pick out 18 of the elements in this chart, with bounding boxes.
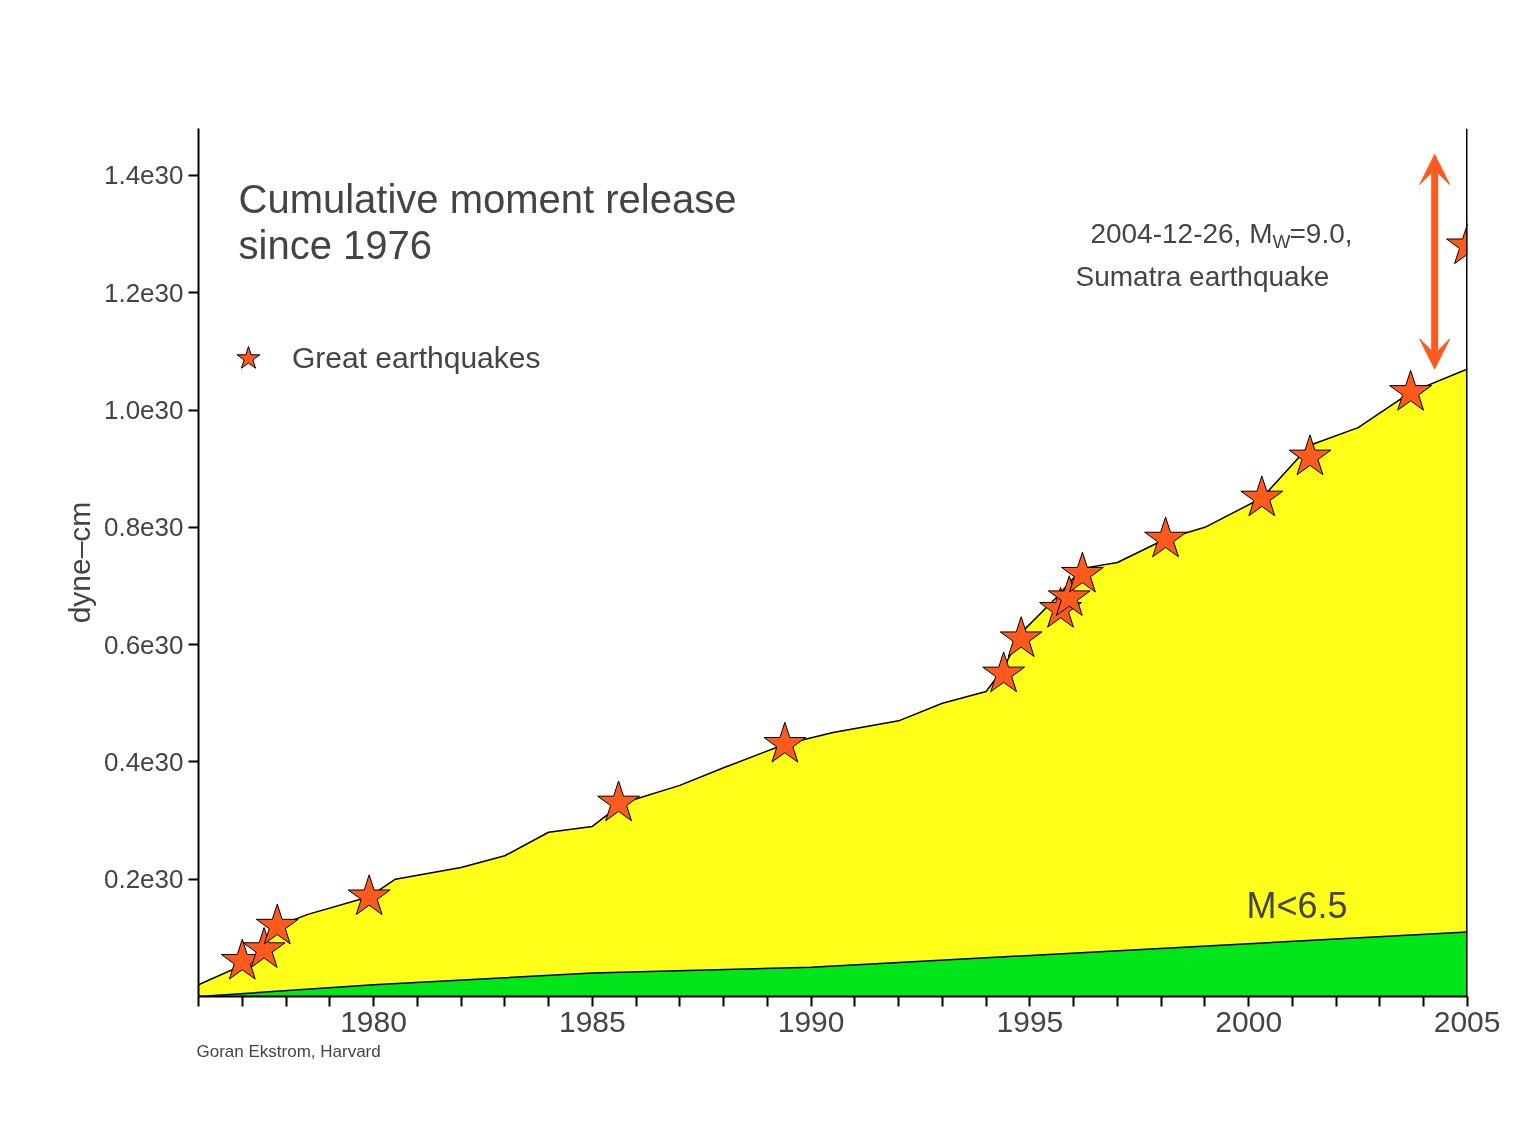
text: Goran Ekstrom, Harvard [196,1041,381,1061]
x-tick-label: 1985 [558,1004,626,1038]
y-tick-label: 1.4e30 [103,160,184,191]
x-tick-label: 1980 [340,1004,407,1038]
y-tick-label: 0.6e30 [103,629,184,660]
series-label: M<6.5 [1246,884,1348,926]
y-tick-label: 0.4e30 [103,746,184,777]
y-tick-label: 0.8e30 [103,512,184,543]
x-tick-label: 1990 [777,1004,845,1038]
text: Cumulative moment release since 1976 [238,176,737,267]
y-tick-label: 1.0e30 [103,395,184,426]
y-axis-title: dyne–cm [62,501,96,624]
x-tick-label: 1995 [996,1004,1064,1038]
legend-label: Great earthquakes [292,341,541,375]
y-tick-label: 0.2e30 [103,864,184,895]
y-tick-label: 1.2e30 [103,277,184,308]
x-tick-label: 2000 [1215,1004,1283,1038]
x-tick-label: 2005 [1433,1004,1501,1038]
